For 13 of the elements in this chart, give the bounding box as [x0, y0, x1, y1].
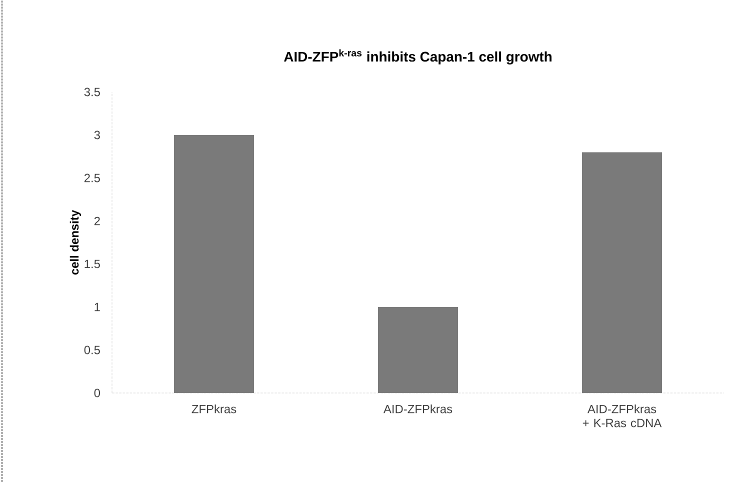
- y-tick-label: 1.5: [84, 260, 100, 268]
- y-tick-label: 3.5: [84, 88, 100, 96]
- y-tick-label: 2.5: [84, 174, 100, 182]
- y-tick-label: 1: [94, 302, 100, 312]
- y-tick-label: 2: [94, 216, 100, 226]
- y-axis-title: cell density: [70, 210, 82, 275]
- chart-title: AID-ZFP$^{k-ras}$ inhibits Capan-1 cell growth: [284, 49, 552, 64]
- y-tick-label: 0.5: [84, 346, 100, 354]
- x-tick-label: AID-ZFPkras: [383, 404, 452, 414]
- x-tick-label: ZFPkras: [192, 404, 236, 414]
- x-tick-label: AID-ZFPkras + K-Ras cDNA: [582, 404, 662, 428]
- y-tick-label: 3: [94, 130, 100, 140]
- y-tick-label: 0: [94, 388, 100, 398]
